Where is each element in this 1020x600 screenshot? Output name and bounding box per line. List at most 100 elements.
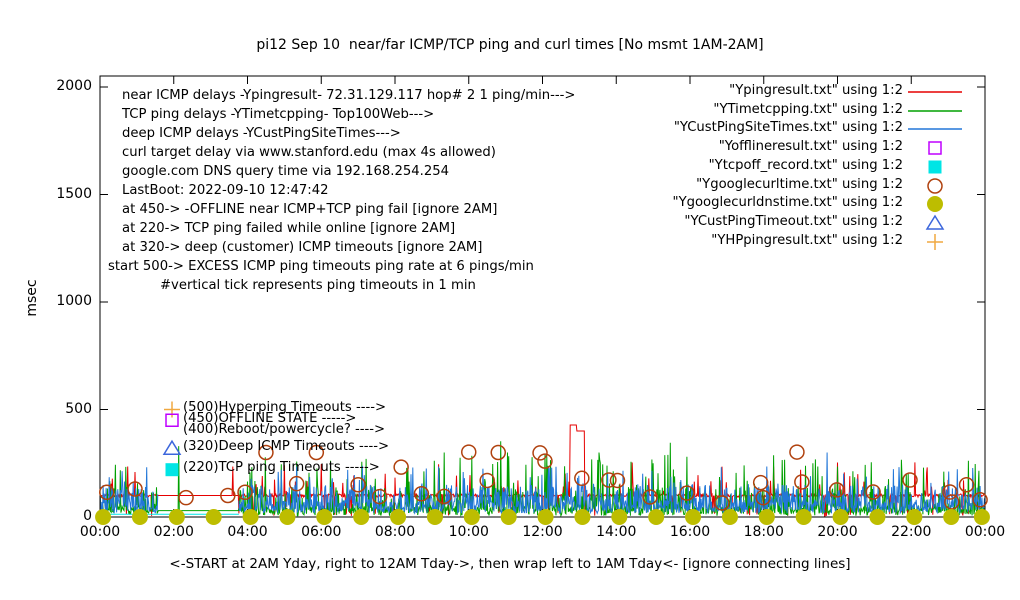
open-circle-point	[436, 488, 452, 505]
y-tick-label: 1500	[56, 185, 92, 202]
open-circle-point	[829, 482, 845, 498]
filled-circle-point	[869, 509, 886, 525]
x-tick-label: 02:00	[153, 524, 194, 540]
open-circle-point	[413, 486, 430, 502]
filled-circle-point	[205, 509, 222, 525]
legend-label: "YCustPingSiteTimes.txt" using 1:2	[673, 120, 903, 136]
x-tick-label: 00:00	[79, 524, 121, 540]
annotation-filled-square	[165, 463, 179, 477]
open-circle-point	[237, 484, 253, 501]
filled-circle-point	[721, 509, 738, 525]
filled-circle-point	[500, 509, 517, 525]
x-tick-label: 08:00	[374, 524, 416, 540]
filled-circle-point	[906, 509, 923, 525]
annotation-label: (320)Deep ICMP Timeouts ---->	[183, 438, 390, 454]
series-Ygooglecurldnstime.txt	[95, 509, 990, 525]
open-circle-point	[865, 484, 881, 500]
legend-label: "Ygooglecurldnstime.txt" using 1:2	[672, 195, 904, 211]
annotation-label: (450)OFFLINE STATE ----->	[183, 410, 357, 426]
filled-circle-point	[537, 509, 554, 525]
x-tick-label: 14:00	[596, 524, 637, 540]
filled-circle-point	[279, 509, 296, 525]
open-circle-point	[308, 444, 325, 461]
open-circle-point	[258, 444, 274, 461]
open-circle-point	[789, 444, 805, 460]
filled-circle-point	[426, 509, 443, 525]
legend-label: "Yofflineresult.txt" using 1:2	[718, 139, 903, 155]
legend-sample-filled-square	[928, 160, 942, 174]
legend-sample-line	[908, 128, 962, 131]
filled-circle-point	[95, 509, 112, 525]
legend-sample-open-triangle	[925, 214, 945, 230]
open-circle-point	[178, 489, 194, 506]
open-circle-point	[972, 492, 988, 508]
y-tick-label: 2000	[56, 78, 92, 94]
legend-sample-open-square	[928, 141, 942, 155]
x-tick-label: 18:00	[743, 524, 784, 540]
open-circle-point	[461, 444, 477, 460]
legend-label: "YHPpingresult.txt" using 1:2	[711, 232, 903, 248]
open-circle-point	[393, 459, 409, 475]
legend-open-square-icon	[928, 141, 942, 155]
y-tick-label: 0	[83, 508, 92, 524]
open-circle-point	[609, 472, 626, 489]
open-circle-point	[127, 481, 143, 497]
filled-circle-point	[795, 509, 812, 525]
x-tick-label: 04:00	[227, 524, 268, 540]
open-circle-point	[714, 495, 730, 511]
filled-circle-point	[574, 509, 591, 525]
legend-sample-plus	[927, 233, 943, 250]
legend-plus-icon	[927, 233, 943, 250]
open-circle-point	[371, 488, 388, 505]
legend-sample-line	[908, 91, 962, 93]
open-circle-point	[642, 489, 658, 505]
legend-open-triangle-icon	[925, 214, 945, 230]
open-circle-point	[601, 472, 617, 488]
y-tick-label: 500	[65, 400, 92, 417]
info-line: at 450-> -OFFLINE near ICMP+TCP ping fai…	[122, 202, 498, 217]
x-tick-label: 22:00	[891, 524, 932, 540]
filled-circle-point	[611, 509, 628, 525]
open-circle-point	[288, 475, 305, 492]
filled-circle-point	[242, 509, 259, 525]
info-line: at 220-> TCP ping failed while online [i…	[122, 221, 456, 236]
open-circle-point	[479, 472, 495, 489]
open-circle-point	[902, 472, 918, 488]
open-circle-point	[537, 453, 553, 469]
x-tick-label: 10:00	[448, 524, 489, 540]
filled-circle-point	[353, 509, 370, 525]
legend-sample-line	[908, 109, 962, 112]
filled-circle-point	[648, 509, 665, 525]
filled-circle-point	[943, 509, 960, 525]
open-circle-point	[752, 474, 769, 491]
filled-circle-point	[832, 509, 849, 525]
filled-circle-point	[131, 509, 148, 525]
info-line: start 500-> EXCESS ICMP ping timeouts pi…	[108, 259, 534, 274]
filled-circle-point	[316, 509, 333, 525]
legend-label: "YTimetcpping.txt" using 1:2	[713, 101, 903, 117]
info-line: google.com DNS query time via 192.168.25…	[122, 164, 450, 179]
filled-circle-point	[390, 509, 407, 525]
annotation-open-triangle	[162, 439, 182, 455]
open-circle-point	[944, 494, 960, 510]
info-line: near ICMP delays -Ypingresult- 72.31.129…	[122, 88, 576, 103]
annotation-open-square	[165, 413, 179, 427]
open-circle-point	[350, 477, 366, 493]
legend-filled-circle-icon	[927, 196, 943, 213]
annotation-label: (500)Hyperping Timeouts ---->	[183, 400, 387, 415]
filled-circle-point	[463, 509, 480, 525]
open-circle-point	[574, 470, 590, 487]
legend-label: "YCustPingTimeout.txt" using 1:2	[684, 213, 903, 229]
filled-circle-point	[168, 509, 185, 525]
legend-open-circle-icon	[927, 177, 943, 194]
open-circle-point	[99, 484, 115, 501]
annotation-label: (400)Reboot/powercycle? ---->	[183, 421, 386, 437]
open-circle-point	[794, 474, 810, 490]
x-axis-caption: <-START at 2AM Yday, right to 12AM Tday-…	[169, 556, 851, 572]
legend-label: "Ytcpoff_record.txt" using 1:2	[708, 157, 903, 173]
open-circle-point	[490, 444, 506, 461]
annotation-label: (220)TCP ping Timeouts ----->	[183, 460, 380, 476]
info-line: TCP ping delays -YTimetcpping- Top100Web…	[122, 107, 435, 122]
legend-filled-square-icon	[928, 160, 942, 174]
